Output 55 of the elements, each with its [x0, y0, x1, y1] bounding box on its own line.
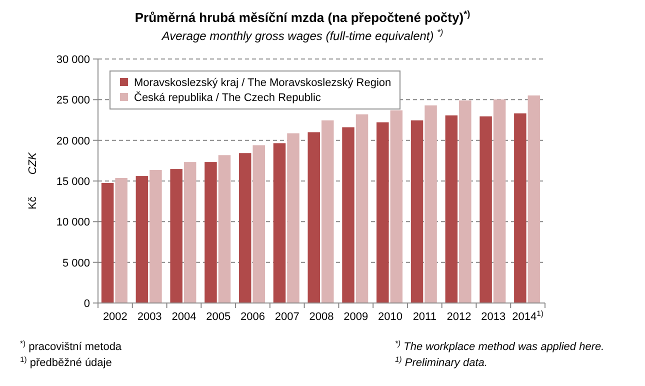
bar — [101, 182, 114, 303]
bar — [322, 120, 334, 303]
y-tick-label: 25 000 — [56, 94, 90, 107]
y-tick-label: 30 000 — [56, 54, 90, 66]
text: Kč CZK — [27, 152, 39, 210]
x-tick-label: 2004 — [172, 311, 196, 323]
legend-label: Česká republika / The Czech Republic — [134, 91, 322, 104]
bar — [424, 105, 437, 303]
x-tick-label: 2005 — [206, 311, 231, 323]
bar — [356, 114, 368, 303]
x-tick-label: 2002 — [102, 311, 128, 323]
x-tick-label: 2013 — [481, 311, 506, 323]
y-tick-label: 10 000 — [56, 216, 90, 229]
x-tick-label: 2003 — [137, 311, 162, 323]
bar — [342, 127, 354, 303]
bar — [308, 132, 320, 303]
x-tick-label: 2008 — [309, 311, 334, 323]
legend-label: Moravskoslezský kraj / The Moravskoslezský Region — [134, 77, 392, 89]
x-tick-label: 2007 — [274, 311, 300, 323]
bar — [376, 122, 389, 303]
x-tick-label: 2009 — [344, 311, 368, 323]
x-tick-label: 2012 — [446, 311, 472, 323]
bar — [184, 162, 196, 303]
bar — [170, 169, 182, 303]
bar — [150, 170, 162, 303]
bar — [136, 176, 148, 303]
bar — [514, 113, 526, 303]
x-tick-label: 2011 — [412, 311, 436, 323]
bar — [287, 133, 300, 303]
bar — [390, 110, 403, 303]
text: $^{*)}$ pracovištní metoda — [20, 338, 122, 353]
x-tick-label: 2010 — [378, 311, 403, 323]
bar — [273, 143, 286, 303]
x-tick-label: 2014$^{1)}$ — [512, 308, 544, 323]
bar — [528, 95, 540, 303]
y-tick-label: 15 000 — [56, 176, 90, 188]
bar — [480, 116, 492, 303]
bar — [493, 99, 506, 303]
x-tick-label: 2006 — [240, 311, 265, 323]
y-tick-label: 5 000 — [62, 257, 90, 270]
bar — [115, 178, 128, 303]
y-tick-label: 20 000 — [56, 135, 90, 148]
bar — [218, 155, 231, 303]
text: $^{*)}$ The workplace method was applied here. — [395, 338, 604, 353]
y-tick-label: 0 — [84, 298, 90, 310]
chart-subtitle: Average monthly gross wages (full-time equivalent) $^{*)}$ — [160, 27, 444, 43]
bar — [410, 120, 424, 303]
bar — [445, 115, 458, 303]
bar — [204, 162, 217, 303]
bar — [459, 100, 472, 303]
text: $^{1)}$ Preliminary data. — [395, 354, 488, 369]
bar — [252, 145, 265, 303]
bar — [238, 153, 252, 303]
chart-title: Průměrná hrubá měsíční mzda (na přepočtené počty)$^{*)}$ — [134, 9, 470, 25]
text: $^{1)}$ předběžné údaje — [20, 354, 112, 369]
